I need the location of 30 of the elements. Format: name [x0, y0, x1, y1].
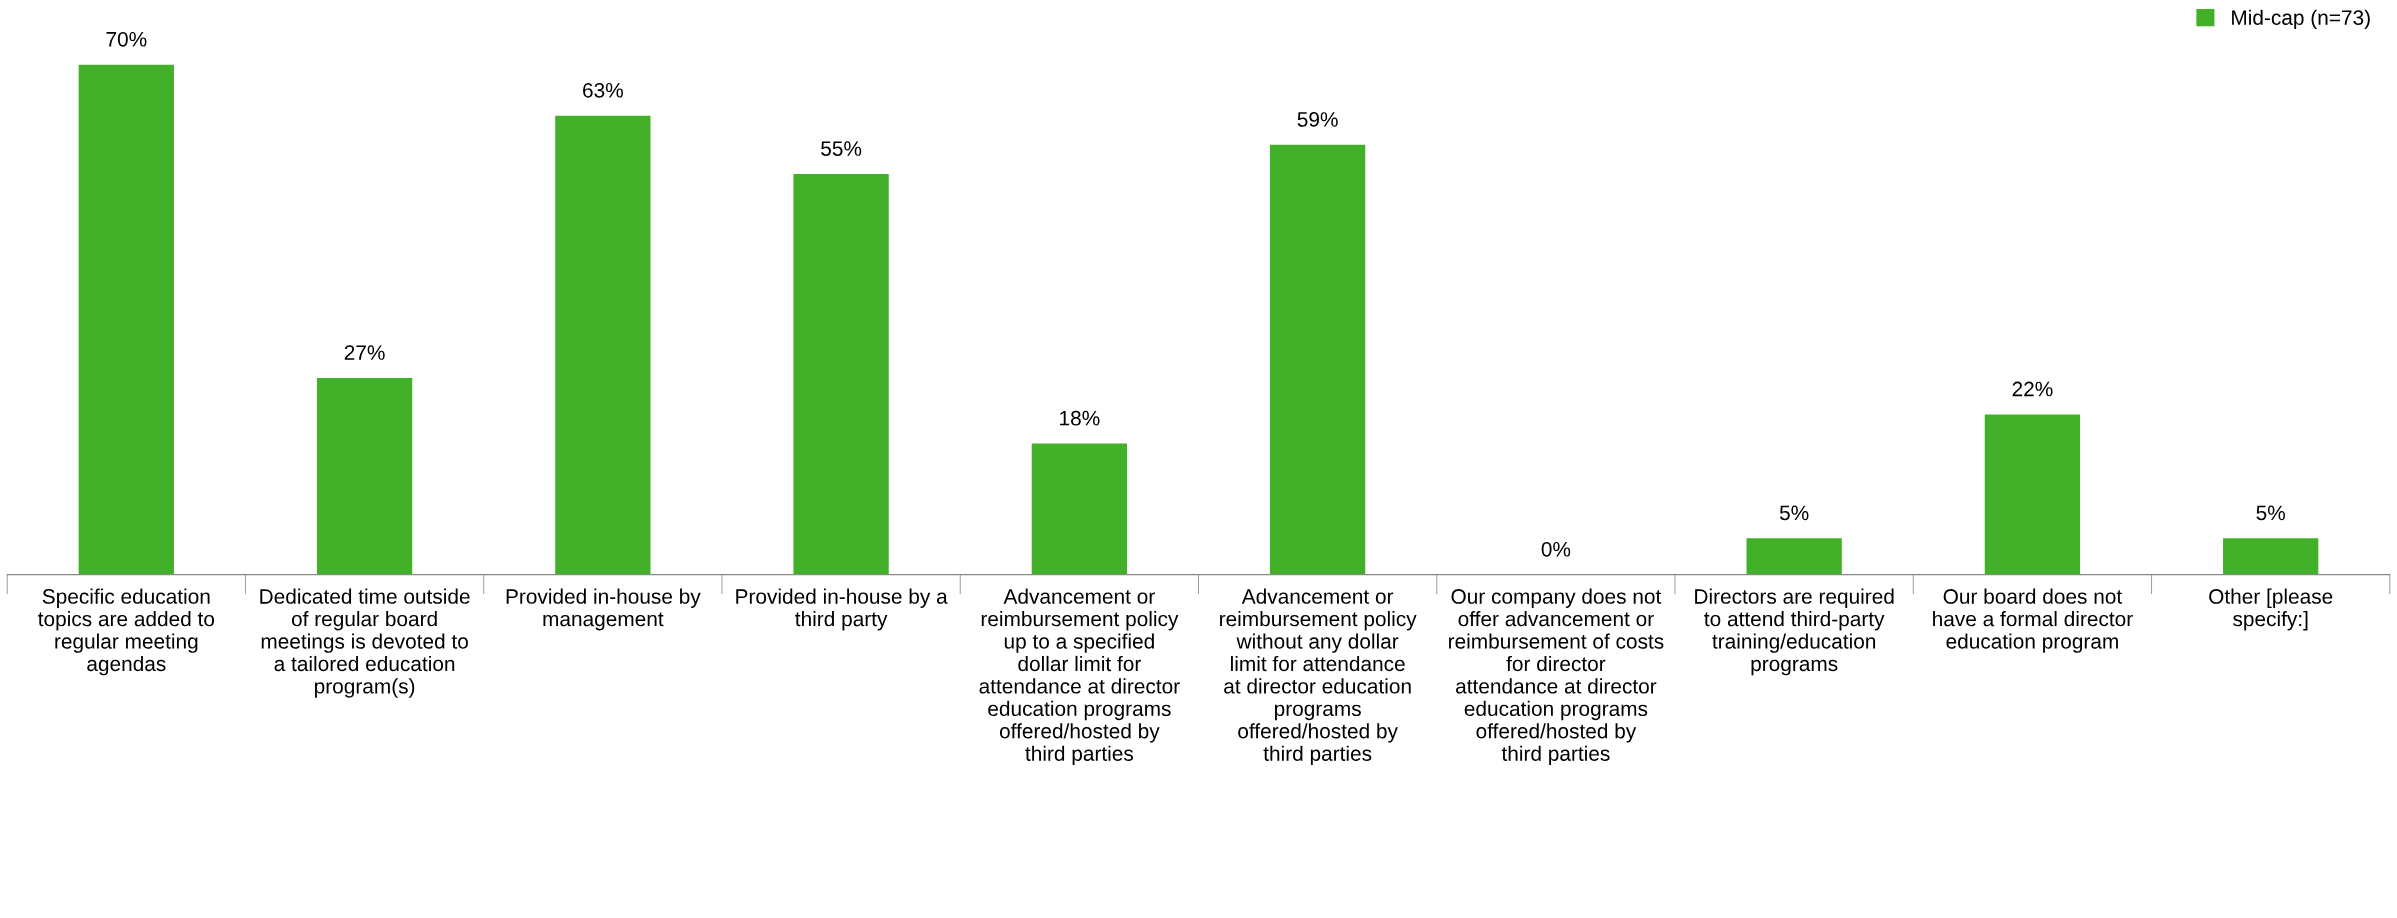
- bar: [1031, 443, 1128, 575]
- x-tick-label: Dedicated time outside of regular board meetings is devoted to a tailored education program(s): [260, 588, 470, 698]
- data-label: 5%: [2256, 505, 2285, 521]
- data-label: 18%: [1060, 410, 1100, 426]
- x-tick-label: Provided in-house by management: [506, 588, 701, 631]
- bar: [316, 377, 413, 575]
- data-label: 22%: [2012, 381, 2053, 397]
- bar: [555, 115, 651, 575]
- x-tick-label: Our company does not offer advancement or reimbursement of costs for director attendance at director education programs offered/hosted by third parties: [1449, 588, 1664, 766]
- bar: [793, 173, 889, 575]
- data-label: 0%: [1541, 541, 1571, 557]
- x-tick-label: Specific education topics are added to regular meeting agendas: [38, 588, 215, 676]
- x-tick-label: Advancement or reimbursement policy up to a specified dollar limit for attendance at director education programs offered/hosted by third parties: [979, 588, 1180, 766]
- bar: [1984, 414, 2081, 575]
- bar: [78, 64, 174, 575]
- x-tick-label: Provided in-house by a third party: [736, 588, 948, 631]
- data-label: 5%: [1779, 505, 1809, 521]
- data-label: 70%: [106, 31, 147, 47]
- x-tick-label: Advancement or reimbursement policy without any dollar limit for attendance at director education programs offered/hosted by third parties: [1220, 588, 1417, 766]
- x-tick-label: Other [please specify:]: [2209, 588, 2333, 631]
- x-tick-label: Directors are required to attend third-party training/education programs: [1695, 588, 1894, 676]
- bar: [1269, 144, 1366, 575]
- legend-label: Mid-cap (n=73): [2232, 9, 2370, 30]
- bar: [2223, 538, 2319, 575]
- bar: [1746, 538, 1842, 575]
- data-label: 27%: [344, 345, 385, 360]
- data-label: 63%: [583, 82, 623, 98]
- data-label: 59%: [1297, 112, 1338, 127]
- data-label: 55%: [821, 141, 862, 156]
- x-tick-label: Our board does not have a formal director education program: [1933, 588, 2133, 653]
